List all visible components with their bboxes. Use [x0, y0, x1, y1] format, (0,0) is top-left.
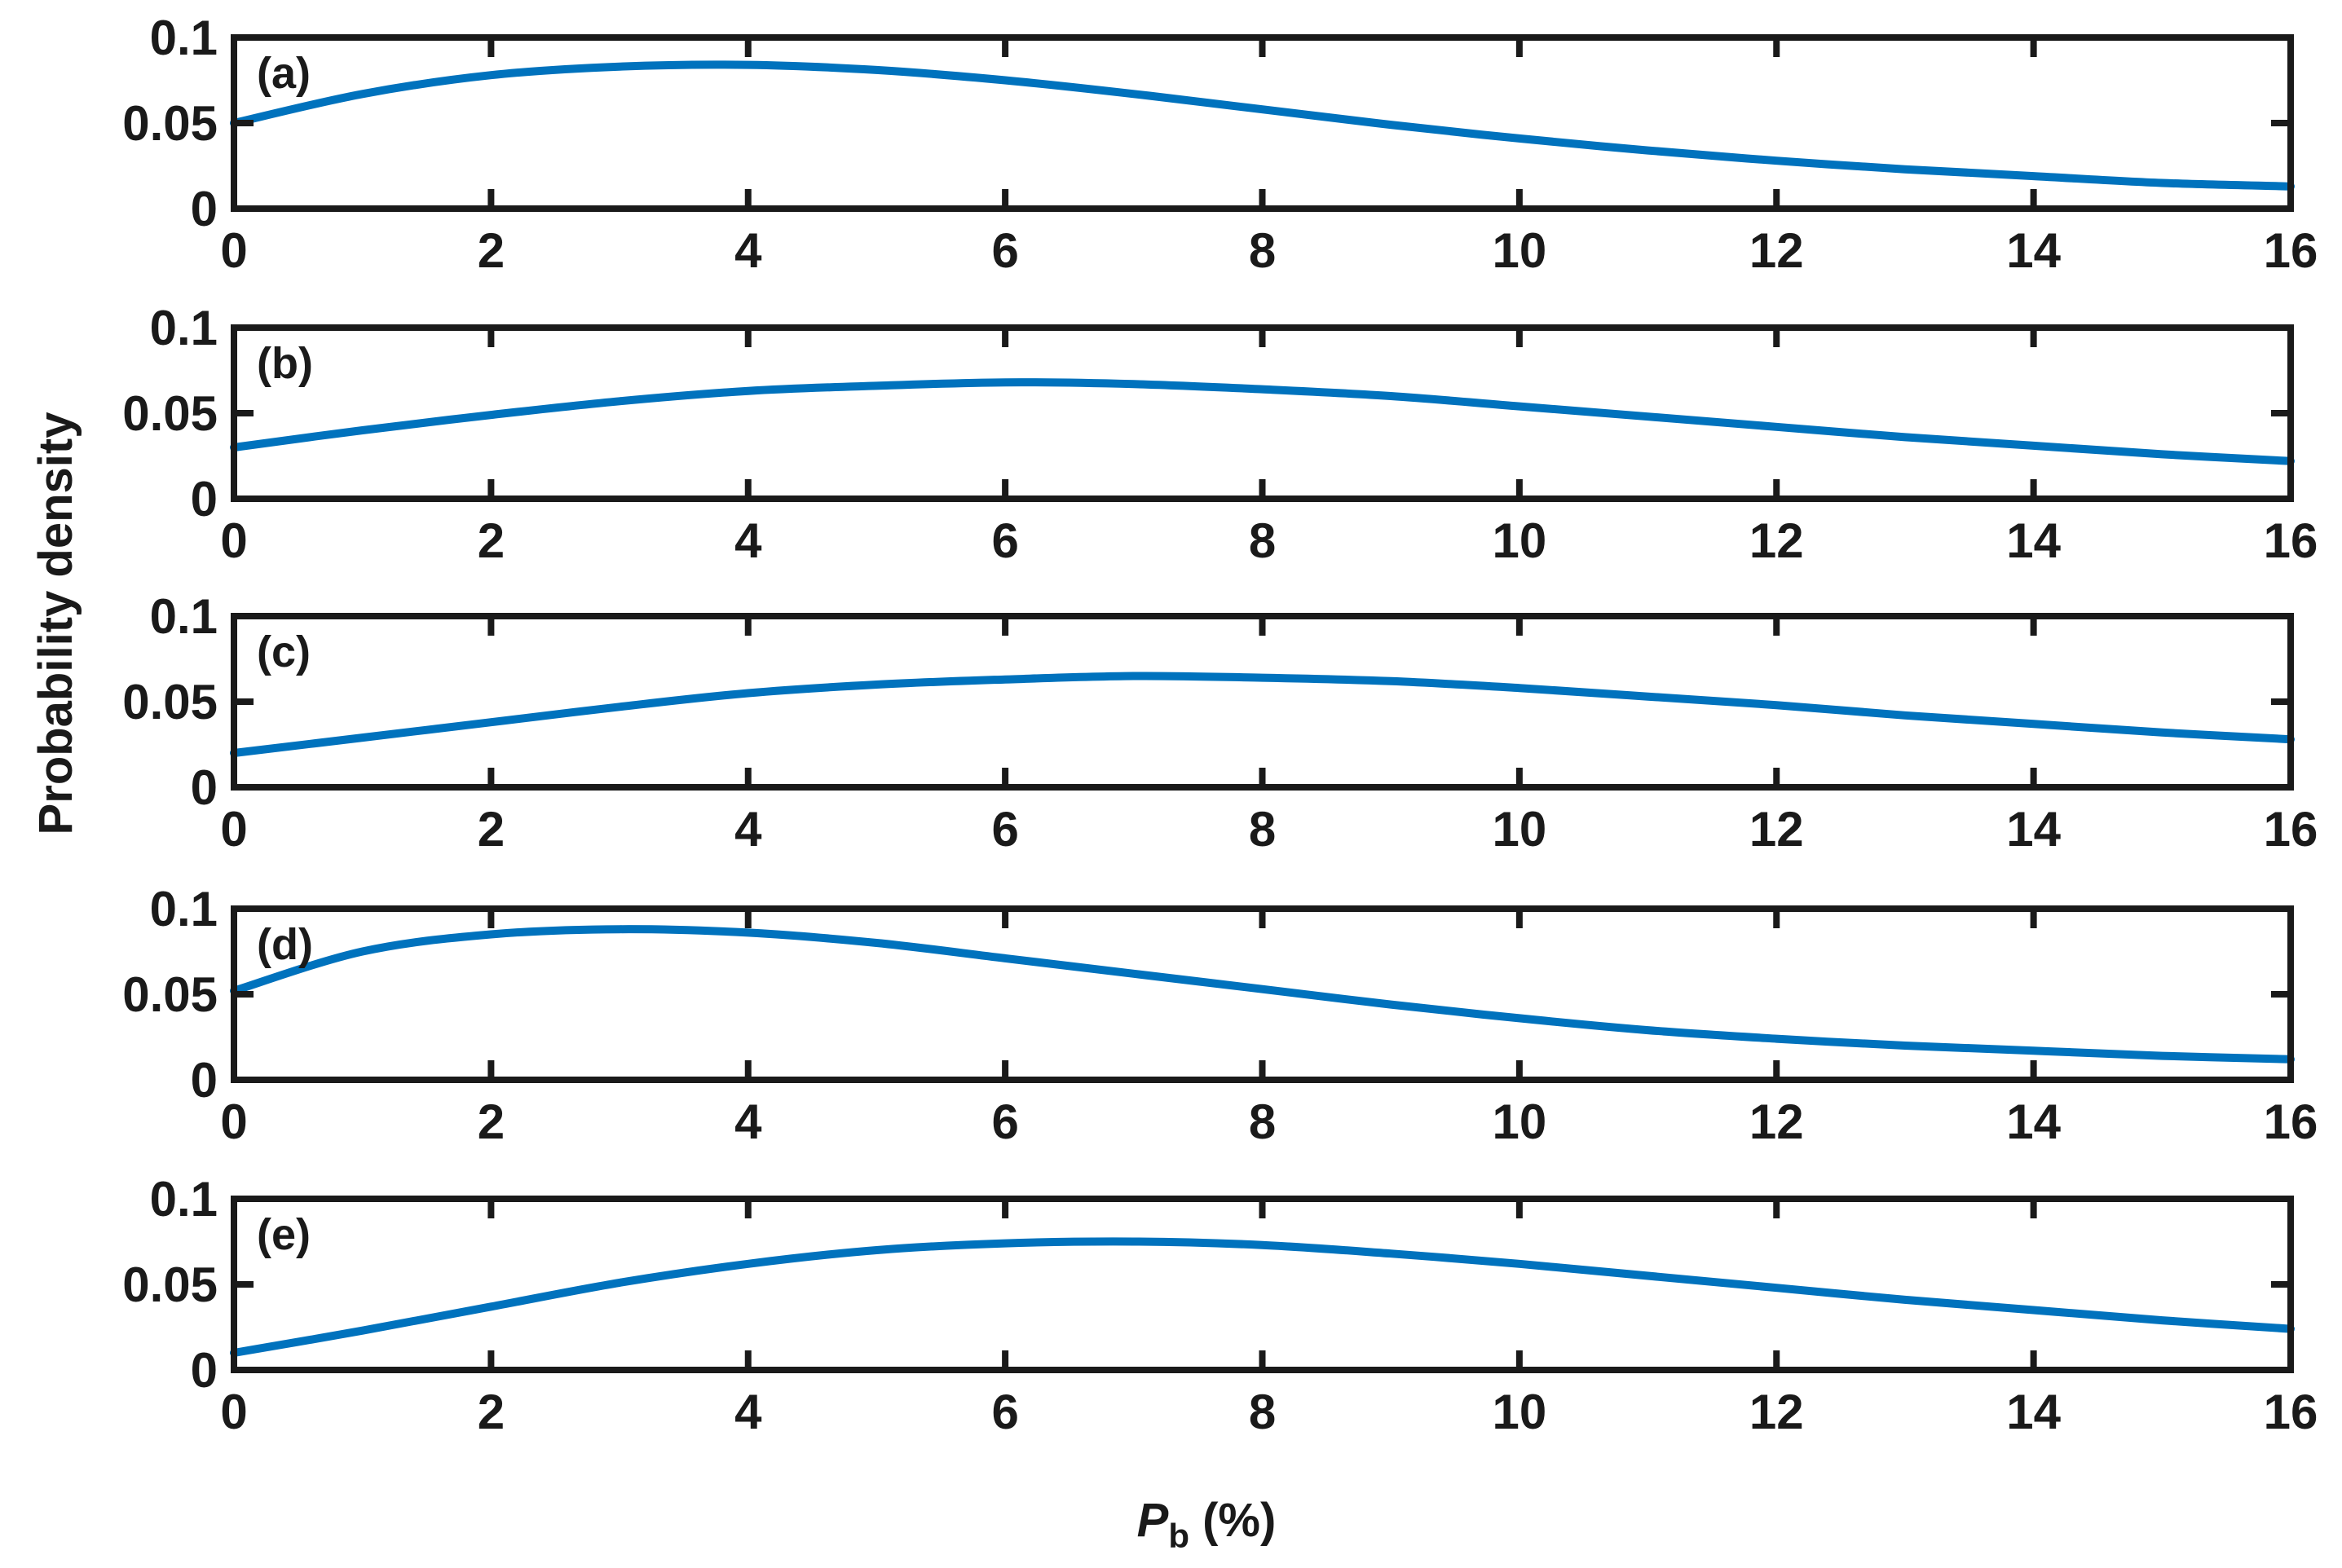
- y-axis-label: Probability density: [29, 412, 82, 835]
- y-tick-label: 0.05: [122, 386, 218, 441]
- x-tick-label: 8: [1249, 223, 1276, 278]
- panel-label: (e): [257, 1210, 311, 1259]
- x-tick-label: 16: [2264, 802, 2318, 857]
- y-tick-label: 0.1: [150, 1172, 218, 1227]
- x-tick-label: 6: [991, 802, 1018, 857]
- panel-c: 0 2 4 6 8 10 12 14 16 0 0.05 0.1 (c): [122, 589, 2318, 857]
- y-tick-label: 0: [191, 182, 218, 236]
- x-tick-label: 8: [1249, 1095, 1276, 1149]
- x-tick-label: 4: [734, 1385, 762, 1439]
- y-tick-label: 0.1: [150, 11, 218, 65]
- x-tick-label: 16: [2264, 1385, 2318, 1439]
- x-tick-label: 10: [1493, 1095, 1547, 1149]
- y-tick-label: 0: [191, 760, 218, 815]
- panel-label: (a): [257, 49, 311, 98]
- x-tick-label: 10: [1493, 513, 1547, 568]
- series-line: [230, 60, 2295, 191]
- y-tick-label: 0.1: [150, 882, 218, 936]
- x-tick-label: 0: [220, 1095, 247, 1149]
- x-tick-label: 0: [220, 802, 247, 857]
- x-tick-label: 4: [734, 1095, 762, 1149]
- x-tick-label: 12: [1749, 513, 1804, 568]
- x-tick-label: 12: [1749, 223, 1804, 278]
- y-tick-label: 0: [191, 472, 218, 526]
- x-tick-label: 14: [2006, 223, 2061, 278]
- panel-a: 0 2 4 6 8 10 12 14 16 0 0.05 0.1 (a): [122, 11, 2318, 278]
- x-tick-label: 4: [734, 513, 762, 568]
- x-tick-label: 16: [2264, 1095, 2318, 1149]
- x-tick-label: 14: [2006, 802, 2061, 857]
- x-axis-label: Pb (%): [1137, 1494, 1277, 1555]
- x-tick-label: 0: [220, 1385, 247, 1439]
- y-tick-label: 0.1: [150, 301, 218, 355]
- x-axis-label-symbol: P: [1137, 1494, 1169, 1547]
- y-tick-label: 0.05: [122, 96, 218, 151]
- x-tick-label: 16: [2264, 223, 2318, 278]
- y-tick-label: 0: [191, 1053, 218, 1108]
- x-tick-label: 12: [1749, 802, 1804, 857]
- x-tick-label: 10: [1493, 1385, 1547, 1439]
- plot-box: [231, 34, 2294, 212]
- x-tick-label: 8: [1249, 513, 1276, 568]
- x-tick-label: 4: [734, 802, 762, 857]
- series-line: [230, 378, 2295, 465]
- panel-label: (b): [257, 339, 313, 388]
- x-tick-label: 12: [1749, 1385, 1804, 1439]
- y-tick-label: 0.05: [122, 967, 218, 1022]
- y-tick-label: 0.05: [122, 1257, 218, 1312]
- x-tick-label: 2: [478, 1095, 505, 1149]
- x-tick-label: 8: [1249, 802, 1276, 857]
- y-tick-label: 0.05: [122, 675, 218, 729]
- x-tick-label: 10: [1493, 223, 1547, 278]
- panel-e: 0 2 4 6 8 10 12 14 16 0 0.05 0.1 (e): [122, 1172, 2318, 1439]
- panel-b: 0 2 4 6 8 10 12 14 16 0 0.05 0.1 (b): [122, 301, 2318, 568]
- x-tick-label: 14: [2006, 513, 2061, 568]
- x-tick-label: 6: [991, 1095, 1018, 1149]
- x-axis-label-unit: (%): [1189, 1494, 1276, 1547]
- series-line: [230, 672, 2295, 757]
- x-tick-label: 0: [220, 513, 247, 568]
- x-tick-label: 2: [478, 223, 505, 278]
- x-tick-label: 6: [991, 513, 1018, 568]
- y-tick-label: 0.1: [150, 589, 218, 644]
- plot-box: [231, 1196, 2294, 1373]
- series-line: [230, 925, 2295, 1064]
- x-tick-label: 10: [1493, 802, 1547, 857]
- x-axis-label-subscript: b: [1168, 1517, 1189, 1555]
- panel-d: 0 2 4 6 8 10 12 14 16 0 0.05 0.1 (d): [122, 882, 2318, 1149]
- x-tick-label: 0: [220, 223, 247, 278]
- panel-label: (c): [257, 628, 311, 676]
- x-tick-label: 2: [478, 513, 505, 568]
- x-tick-label: 4: [734, 223, 762, 278]
- plot-box: [231, 613, 2294, 791]
- x-tick-label: 14: [2006, 1385, 2061, 1439]
- x-tick-label: 12: [1749, 1095, 1804, 1149]
- x-tick-label: 2: [478, 1385, 505, 1439]
- x-tick-label: 6: [991, 223, 1018, 278]
- y-tick-label: 0: [191, 1343, 218, 1398]
- x-tick-label: 2: [478, 802, 505, 857]
- x-tick-label: 8: [1249, 1385, 1276, 1439]
- x-tick-label: 14: [2006, 1095, 2061, 1149]
- series-line: [230, 1237, 2295, 1357]
- x-tick-label: 16: [2264, 513, 2318, 568]
- panel-label: (d): [257, 920, 313, 969]
- x-tick-label: 6: [991, 1385, 1018, 1439]
